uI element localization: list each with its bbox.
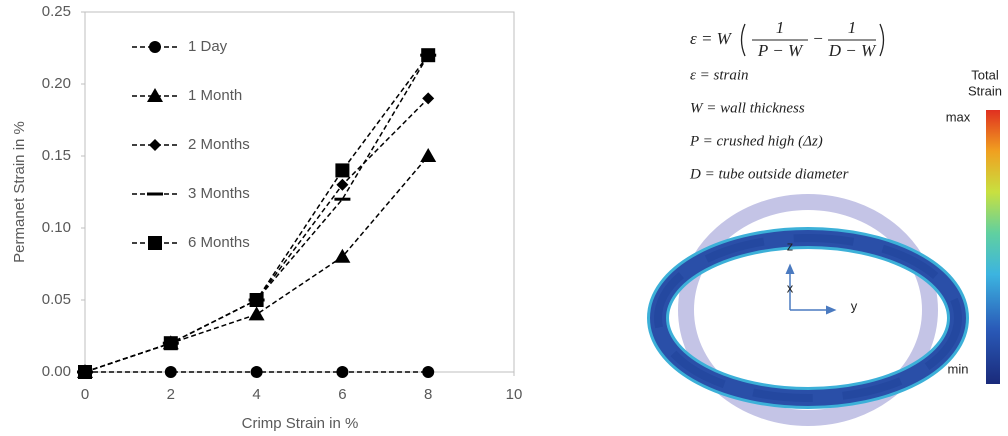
- x-tick-label: 0: [81, 386, 89, 403]
- y-tick-label: 0.25: [42, 3, 71, 20]
- legend-marker: [147, 193, 163, 196]
- definition: D = tube outside diameter: [689, 166, 849, 182]
- marker: [336, 366, 348, 378]
- y-tick-label: 0.15: [42, 147, 71, 164]
- plot-frame: [85, 12, 514, 372]
- marker: [250, 293, 264, 307]
- legend-marker: [149, 41, 161, 53]
- axis-label: y: [851, 298, 858, 313]
- colorbar-min: min: [948, 361, 969, 376]
- chart: Crimp Strain in % Permanet Strain in % 0…: [11, 3, 522, 432]
- marker: [251, 366, 263, 378]
- marker: [335, 163, 349, 177]
- marker: [421, 48, 435, 62]
- series-line: [85, 55, 428, 372]
- figure: Crimp Strain in % Permanet Strain in % 0…: [0, 0, 1008, 436]
- marker: [422, 366, 434, 378]
- x-tick-label: 6: [338, 386, 346, 403]
- legend-marker: [147, 88, 163, 102]
- axis-label: z: [787, 238, 794, 253]
- eq-op: −: [812, 29, 823, 48]
- x-axis-label: Crimp Strain in %: [242, 415, 359, 432]
- series-line: [85, 98, 428, 372]
- x-tick-label: 4: [252, 386, 260, 403]
- legend-label: 1 Day: [188, 38, 228, 55]
- y-tick-label: 0.05: [42, 291, 71, 308]
- colorbar-title: Strain: [968, 83, 1002, 98]
- legend-marker: [149, 139, 161, 151]
- marker: [420, 148, 436, 162]
- paren: [742, 24, 746, 56]
- marker: [165, 366, 177, 378]
- legend-marker: [148, 236, 162, 250]
- eq-den: P − W: [757, 41, 804, 60]
- y-tick-label: 0.10: [42, 219, 71, 236]
- legend-label: 2 Months: [188, 136, 250, 153]
- y-tick-label: 0.00: [42, 363, 71, 380]
- marker: [164, 336, 178, 350]
- paren: [880, 24, 884, 56]
- colorbar: [986, 110, 1000, 384]
- definition: W = wall thickness: [690, 100, 805, 116]
- y-axis-label: Permanet Strain in %: [11, 121, 28, 263]
- marker: [422, 92, 434, 104]
- eq-num: 1: [776, 18, 785, 37]
- strain-diagram: ε = W 1 P − W − 1 D − W ε = strain W = w…: [658, 18, 1002, 418]
- definition: ε = strain: [690, 67, 749, 83]
- colorbar-title: Total: [971, 67, 999, 82]
- x-tick-label: 10: [506, 386, 523, 403]
- y-tick-label: 0.20: [42, 75, 71, 92]
- legend-label: 1 Month: [188, 87, 242, 104]
- x-tick-label: 2: [167, 386, 175, 403]
- series-line: [85, 156, 428, 372]
- x-tick-label: 8: [424, 386, 432, 403]
- definition: P = crushed high (Δz): [689, 133, 823, 149]
- marker: [334, 198, 350, 201]
- marker: [78, 365, 92, 379]
- equation-lhs: ε = W: [690, 29, 733, 48]
- series-line: [85, 55, 428, 372]
- eq-num: 1: [848, 18, 857, 37]
- eq-den: D − W: [828, 41, 877, 60]
- legend-label: 6 Months: [188, 234, 250, 251]
- marker: [249, 306, 265, 320]
- axis-label: x: [787, 280, 794, 295]
- colorbar-max: max: [946, 109, 971, 124]
- legend-label: 3 Months: [188, 185, 250, 202]
